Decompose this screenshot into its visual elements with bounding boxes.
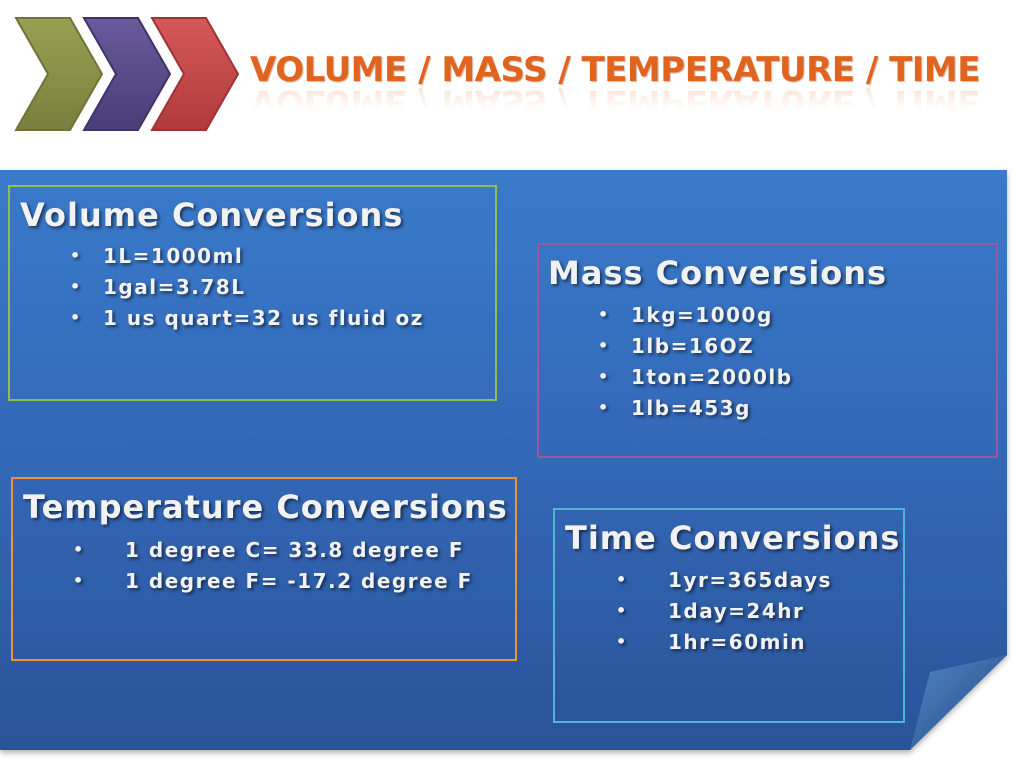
list-item: • 1 us quart=32 us fluid oz — [70, 306, 424, 330]
bullet-icon: • — [598, 398, 610, 417]
list-item: • 1hr=60min — [616, 630, 807, 654]
bullet-icon: • — [73, 540, 85, 559]
panel-fold-icon — [910, 655, 1007, 750]
bullet-icon: • — [616, 601, 628, 620]
bullet-icon: • — [616, 632, 628, 651]
volume-list: • 1L=1000ml • 1gal=3.78L • 1 us quart=32 us… — [70, 243, 490, 336]
chevron-2-icon — [82, 17, 172, 131]
bullet-icon: • — [598, 367, 610, 386]
list-item: • 1day=24hr — [616, 599, 805, 623]
mass-box — [537, 243, 998, 458]
time-heading: Time Conversions — [565, 519, 901, 557]
list-item: • 1lb=453g — [598, 396, 751, 420]
time-list: • 1yr=365days • 1day=24hr • 1hr=60min — [616, 567, 896, 660]
slide-title: VOLUME / MASS / TEMPERATURE / TIME — [250, 50, 980, 90]
temperature-box — [11, 477, 517, 661]
chevron-arrows-icon — [14, 17, 240, 131]
bullet-icon: • — [598, 336, 610, 355]
bullet-icon: • — [616, 570, 628, 589]
list-item: • 1yr=365days — [616, 568, 832, 592]
time-box — [553, 508, 905, 723]
list-item: • 1lb=16OZ — [598, 334, 755, 358]
bullet-icon: • — [70, 277, 82, 296]
list-item: • 1kg=1000g — [598, 303, 773, 327]
list-item: • 1L=1000ml — [70, 244, 244, 268]
bullet-icon: • — [70, 308, 82, 327]
bullet-icon: • — [73, 571, 85, 590]
mass-heading: Mass Conversions — [548, 254, 888, 292]
bullet-icon: • — [598, 305, 610, 324]
list-item: • 1 degree F= -17.2 degree F — [73, 569, 473, 593]
bullet-icon: • — [70, 246, 82, 265]
list-item: • 1gal=3.78L — [70, 275, 246, 299]
chevron-1-icon — [14, 17, 104, 131]
temperature-list: • 1 degree C= 33.8 degree F • 1 degree F= … — [73, 537, 503, 599]
list-item: • 1ton=2000lb — [598, 365, 793, 389]
volume-box — [8, 185, 497, 401]
list-item: • 1 degree C= 33.8 degree F — [73, 538, 465, 562]
volume-heading: Volume Conversions — [20, 196, 404, 234]
title-area: VOLUME / MASS / TEMPERATURE / TIME VOLUM… — [250, 50, 1010, 140]
temperature-heading: Temperature Conversions — [23, 488, 508, 526]
chevron-3-icon — [150, 17, 240, 131]
panel-body — [0, 170, 1007, 750]
mass-list: • 1kg=1000g • 1lb=16OZ • 1ton=2000lb • 1lb=4… — [598, 302, 978, 426]
